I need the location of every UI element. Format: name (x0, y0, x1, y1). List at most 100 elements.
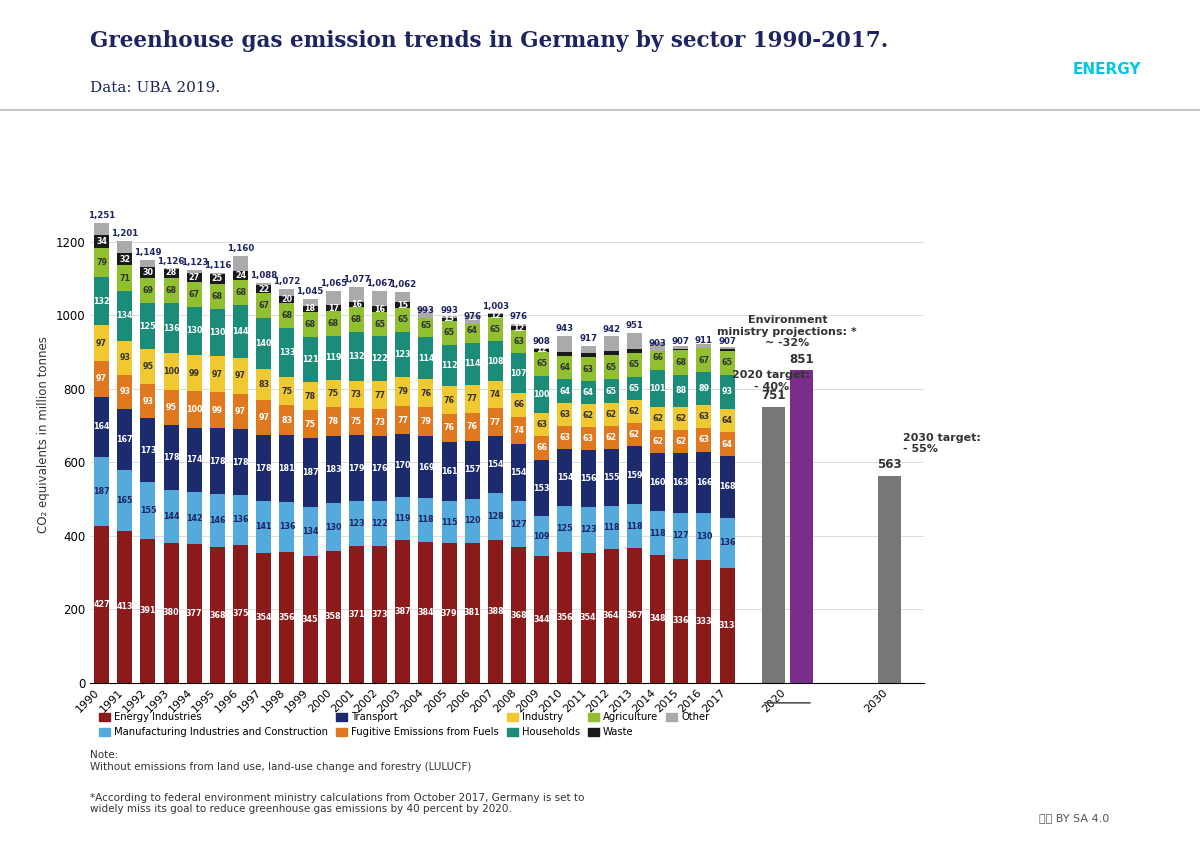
Text: 99: 99 (188, 369, 199, 377)
Text: 76: 76 (444, 423, 455, 432)
Text: Note:
Without emissions from land use, land-use change and forestry (LULUCF): Note: Without emissions from land use, l… (90, 750, 472, 772)
Text: 136: 136 (233, 516, 248, 524)
Bar (604, 403, 619, 426)
Bar (488, 381, 503, 408)
Bar (581, 553, 595, 683)
Bar (210, 283, 224, 309)
Bar (419, 498, 433, 542)
Bar (163, 543, 179, 683)
Text: 62: 62 (629, 407, 640, 416)
Text: 133: 133 (278, 349, 295, 357)
Bar (488, 437, 503, 493)
Text: 125: 125 (139, 322, 156, 331)
Text: 170: 170 (395, 461, 410, 470)
Bar (210, 272, 224, 275)
Bar (488, 313, 503, 314)
Text: 65: 65 (629, 360, 640, 369)
Text: 136: 136 (163, 324, 179, 332)
Bar (534, 460, 550, 516)
Bar (349, 501, 364, 546)
Text: 65: 65 (536, 360, 547, 368)
Bar (187, 428, 202, 492)
Bar (325, 551, 341, 683)
Text: 64: 64 (582, 388, 594, 397)
Bar (233, 544, 248, 683)
Bar (557, 380, 572, 403)
Bar (210, 356, 224, 392)
Bar (302, 382, 318, 410)
Text: 109: 109 (534, 532, 550, 541)
Text: 118: 118 (626, 522, 643, 531)
Bar (325, 305, 341, 311)
Text: 356: 356 (278, 613, 295, 622)
Text: 63: 63 (514, 338, 524, 346)
Text: 79: 79 (96, 258, 107, 267)
Bar (280, 296, 294, 304)
Text: 30: 30 (143, 268, 154, 277)
Text: 1,123: 1,123 (180, 258, 208, 267)
Text: 73: 73 (374, 418, 385, 427)
Text: 68: 68 (166, 286, 176, 295)
Text: 65: 65 (629, 384, 640, 393)
Text: 348: 348 (649, 614, 666, 623)
Bar (464, 385, 480, 413)
Bar (163, 278, 179, 303)
Bar (696, 428, 712, 451)
Bar (673, 349, 689, 375)
Bar (257, 318, 271, 369)
Text: 174: 174 (186, 455, 203, 465)
Bar (187, 282, 202, 307)
Bar (604, 379, 619, 403)
Text: 132: 132 (348, 352, 365, 361)
Bar (257, 399, 271, 435)
Text: 751: 751 (761, 389, 786, 402)
Bar (534, 516, 550, 556)
Bar (349, 287, 364, 302)
Text: 173: 173 (139, 446, 156, 455)
Text: 65: 65 (420, 321, 432, 330)
Text: 178: 178 (163, 453, 179, 462)
Text: 79: 79 (420, 417, 432, 426)
Bar (118, 531, 132, 683)
Bar (118, 409, 132, 471)
Text: 154: 154 (487, 460, 504, 469)
Text: 333: 333 (696, 617, 712, 626)
Text: 34: 34 (96, 237, 107, 246)
Text: 93: 93 (119, 353, 131, 362)
Bar (233, 495, 248, 544)
Text: 563: 563 (877, 459, 901, 471)
Text: 65: 65 (397, 315, 408, 324)
Text: 942: 942 (602, 325, 620, 333)
Bar (557, 403, 572, 427)
Bar (163, 353, 179, 390)
Text: 77: 77 (397, 416, 408, 425)
Text: 358: 358 (325, 612, 342, 622)
Text: 78: 78 (305, 392, 316, 400)
Text: 146: 146 (209, 516, 226, 525)
Text: 114: 114 (464, 360, 480, 368)
Text: 2020 target:
- 40%: 2020 target: - 40% (732, 371, 810, 392)
Bar (118, 375, 132, 409)
Bar (302, 506, 318, 556)
Bar (187, 391, 202, 428)
Text: 119: 119 (325, 354, 342, 362)
Text: 65: 65 (606, 363, 617, 371)
Text: 165: 165 (116, 496, 133, 505)
Text: 64: 64 (467, 326, 478, 336)
Bar (187, 354, 202, 391)
Text: 1,149: 1,149 (134, 248, 162, 258)
Bar (163, 425, 179, 490)
Text: 65: 65 (606, 387, 617, 395)
Bar (696, 372, 712, 405)
Text: 107: 107 (510, 369, 527, 377)
Bar (233, 393, 248, 429)
Text: 142: 142 (186, 514, 203, 522)
Text: 63: 63 (582, 434, 594, 443)
Text: 12: 12 (490, 310, 500, 320)
Bar (650, 555, 665, 683)
Bar (233, 305, 248, 358)
Bar (720, 351, 734, 375)
Bar (302, 338, 318, 382)
Text: 65: 65 (444, 328, 455, 338)
Bar (325, 380, 341, 407)
